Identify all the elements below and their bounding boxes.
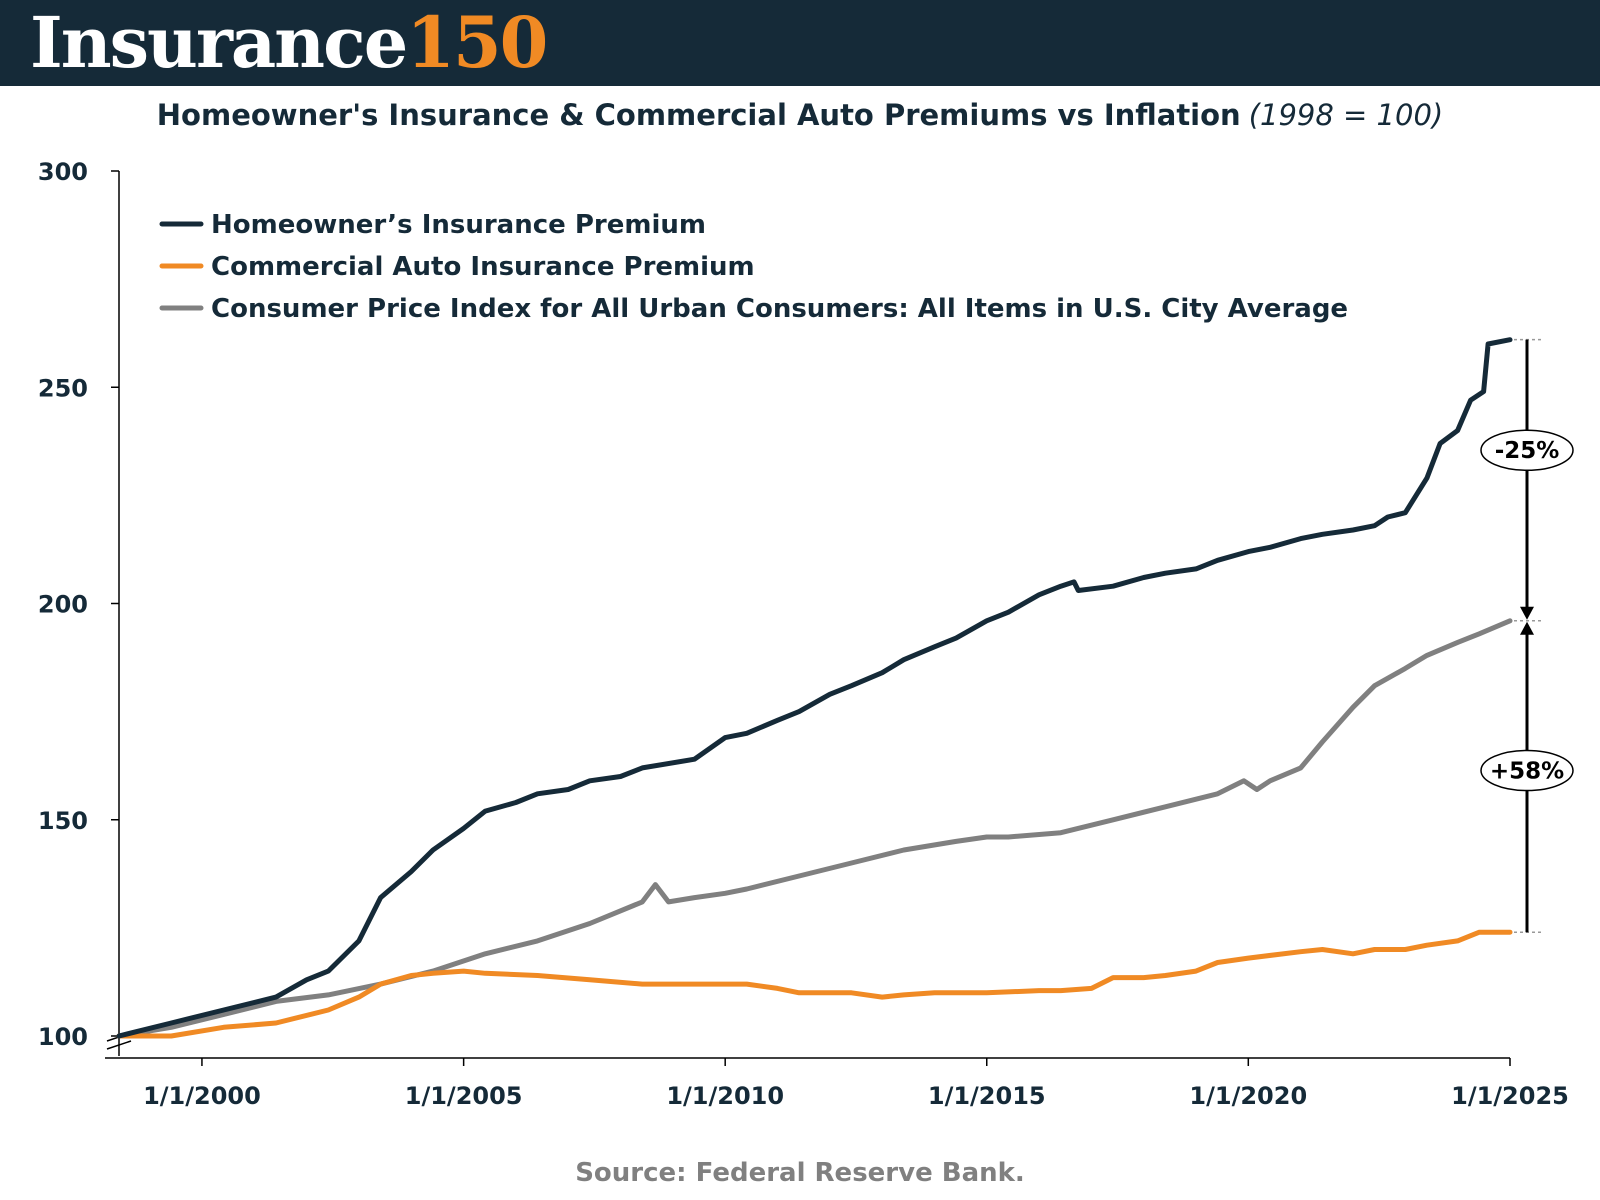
annotation-arrow-head — [1520, 606, 1534, 620]
x-tick-label: 1/1/2005 — [405, 1082, 523, 1110]
y-tick-label: 300 — [38, 158, 88, 186]
logo-number: 150 — [406, 1, 548, 84]
logo-word: Insurance — [30, 1, 408, 84]
series-line-1 — [116, 929, 1513, 1039]
x-tick-label: 1/1/2015 — [928, 1082, 1046, 1110]
source-note: Source: Federal Reserve Bank. — [575, 1158, 1025, 1188]
annotation-bubble — [1480, 749, 1574, 792]
brand-header: Insurance150 — [0, 0, 1600, 86]
annotation-bubble — [1480, 429, 1574, 471]
legend-label: Consumer Price Index for All Urban Consu… — [211, 294, 1348, 324]
series-line-2 — [116, 618, 1513, 1039]
axis-break-mark — [106, 1040, 132, 1050]
x-tick-label: 1/1/2000 — [143, 1082, 261, 1110]
legend-label: Commercial Auto Insurance Premium — [211, 252, 755, 282]
chart-heading: Homeowner's Insurance & Commercial Auto … — [0, 98, 1600, 132]
x-tick-label: 1/1/2025 — [1451, 1082, 1569, 1110]
annotation-label: +58% — [1490, 759, 1564, 785]
chart-subtitle: (1998 = 100) — [1248, 98, 1444, 132]
x-tick-label: 1/1/2020 — [1189, 1082, 1307, 1110]
legend-label: Homeowner’s Insurance Premium — [211, 210, 706, 240]
x-tick-label: 1/1/2010 — [666, 1082, 784, 1110]
series-line-0 — [116, 337, 1513, 1039]
annotation-label: -25% — [1495, 438, 1560, 464]
y-tick-label: 200 — [38, 591, 88, 619]
y-tick-label: 250 — [38, 374, 88, 402]
chart-title: Homeowner's Insurance & Commercial Auto … — [156, 98, 1241, 132]
y-tick-label: 150 — [38, 807, 88, 835]
brand-logo: Insurance150 — [30, 1, 548, 84]
y-tick-label: 100 — [38, 1023, 88, 1051]
annotation-arrow-head — [1520, 621, 1534, 635]
